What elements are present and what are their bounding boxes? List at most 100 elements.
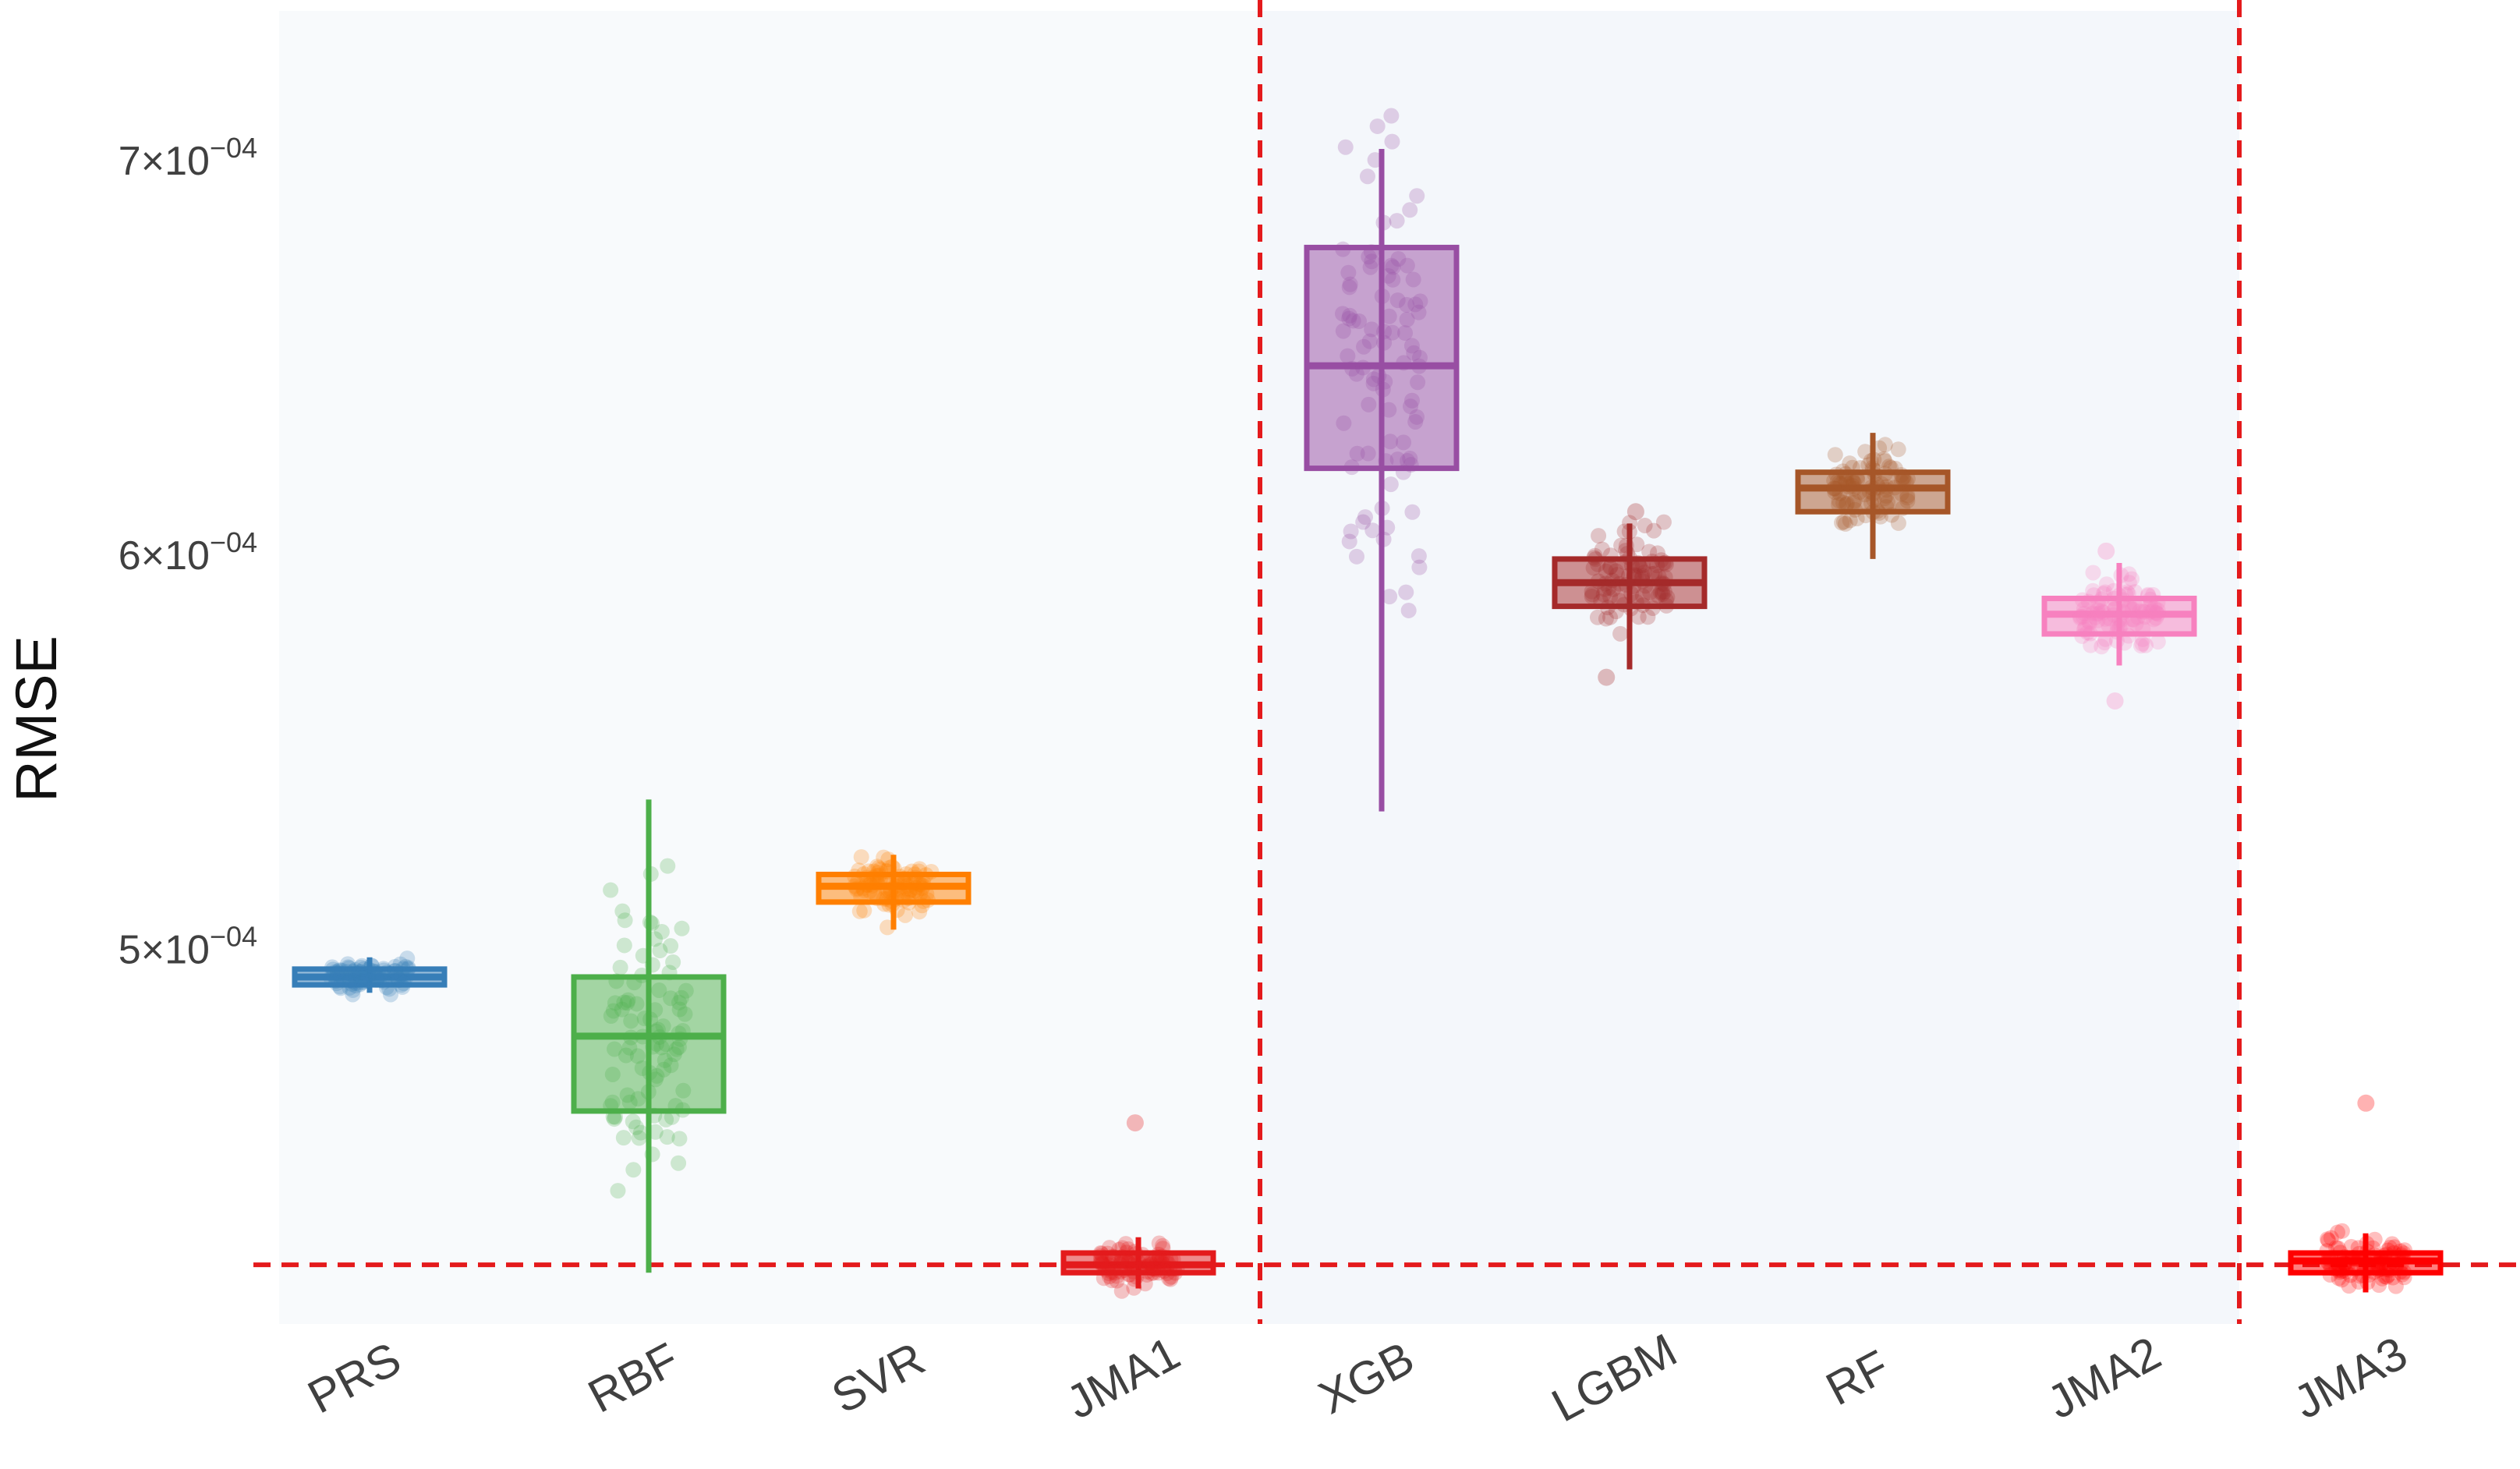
data-point-svr	[887, 878, 904, 894]
data-point-jma1	[1113, 1252, 1130, 1269]
data-point-jma3	[2322, 1258, 2338, 1274]
data-point-jma2	[2111, 619, 2128, 635]
data-point-xgb	[1359, 168, 1375, 185]
data-point-jma1	[1169, 1261, 1185, 1277]
data-point-jma2	[2150, 602, 2166, 618]
data-point-prs	[323, 971, 339, 987]
data-point-svr	[872, 871, 888, 887]
data-point-rf	[1851, 484, 1867, 501]
data-point-jma3	[2393, 1255, 2409, 1272]
data-point-xgb	[1364, 522, 1381, 539]
data-point-lgbm	[1613, 537, 1630, 554]
data-point-jma3	[2380, 1258, 2397, 1274]
data-point-jma1	[1131, 1259, 1147, 1276]
data-point-jma1	[1104, 1264, 1120, 1280]
data-point-rbf	[671, 1025, 687, 1042]
data-point-lgbm	[1587, 551, 1604, 568]
data-point-rf	[1871, 440, 1888, 456]
data-point-rbf	[652, 943, 668, 959]
outlier-point-jma1	[1126, 1114, 1144, 1132]
data-point-lgbm	[1654, 575, 1670, 591]
data-point-lgbm	[1616, 554, 1633, 571]
data-point-jma1	[1163, 1251, 1179, 1268]
data-point-jma2	[2101, 618, 2117, 634]
data-point-jma2	[2097, 631, 2114, 647]
data-point-prs	[395, 975, 412, 992]
data-point-prs	[325, 961, 342, 978]
x-tick-label-rbf: RBF	[580, 1333, 687, 1422]
data-point-svr	[898, 866, 915, 883]
data-point-prs	[350, 966, 366, 982]
data-point-lgbm	[1599, 600, 1616, 616]
data-point-xgb	[1402, 202, 1418, 218]
data-point-jma3	[2320, 1254, 2336, 1270]
data-point-prs	[381, 981, 398, 997]
data-point-svr	[904, 863, 920, 880]
data-point-lgbm	[1594, 541, 1610, 558]
data-point-jma3	[2393, 1247, 2409, 1263]
data-point-jma3	[2396, 1242, 2412, 1258]
data-point-prs	[350, 965, 366, 982]
data-point-lgbm	[1626, 578, 1642, 594]
data-point-svr	[884, 858, 901, 875]
data-point-rf	[1878, 482, 1895, 498]
outlier-point-lgbm	[1626, 503, 1644, 521]
y-tick-base: ×10	[141, 928, 210, 973]
data-point-jma2	[2126, 596, 2143, 613]
data-point-jma3	[2392, 1264, 2409, 1280]
data-point-xgb	[1389, 292, 1406, 309]
data-point-jma3	[2373, 1256, 2390, 1273]
data-point-xgb	[1399, 296, 1415, 313]
data-point-rbf	[604, 1066, 621, 1082]
data-point-rbf	[616, 937, 632, 954]
data-point-prs	[345, 968, 361, 984]
data-point-jma3	[2395, 1245, 2412, 1262]
data-point-lgbm	[1587, 547, 1603, 564]
data-point-xgb	[1367, 152, 1383, 168]
data-point-svr	[895, 871, 911, 887]
data-point-jma1	[1118, 1244, 1134, 1261]
data-point-xgb	[1399, 257, 1415, 274]
data-point-lgbm	[1628, 567, 1644, 583]
data-point-svr	[905, 876, 922, 892]
data-point-jma2	[2150, 634, 2166, 650]
data-point-xgb	[1385, 259, 1401, 275]
data-point-xgb	[1342, 307, 1358, 324]
data-point-rf	[1866, 451, 1882, 468]
data-point-prs	[366, 965, 382, 981]
data-point-jma1	[1156, 1258, 1172, 1275]
data-point-jma3	[2378, 1262, 2394, 1278]
data-point-prs	[327, 973, 344, 989]
data-point-rbf	[658, 1111, 674, 1127]
data-point-prs	[398, 968, 415, 985]
data-point-svr	[865, 869, 882, 886]
data-point-jma1	[1128, 1269, 1145, 1285]
data-point-jma3	[2351, 1251, 2367, 1267]
data-point-xgb	[1344, 360, 1361, 377]
data-point-rf	[1869, 476, 1885, 493]
data-point-jma1	[1131, 1255, 1147, 1271]
data-point-jma1	[1120, 1241, 1137, 1257]
data-point-lgbm	[1635, 597, 1651, 614]
data-point-rf	[1893, 467, 1909, 483]
data-point-jma1	[1155, 1237, 1171, 1254]
data-point-rbf	[659, 1129, 675, 1145]
data-point-svr	[855, 880, 871, 897]
data-point-jma3	[2380, 1267, 2397, 1283]
data-point-jma1	[1153, 1253, 1170, 1269]
data-point-prs	[371, 971, 388, 987]
data-point-xgb	[1402, 451, 1418, 467]
data-point-rf	[1899, 487, 1916, 504]
data-point-jma1	[1154, 1248, 1170, 1265]
data-point-rbf	[607, 995, 623, 1011]
data-point-jma3	[2324, 1260, 2340, 1276]
data-point-rf	[1846, 480, 1862, 497]
data-point-rf	[1871, 480, 1887, 496]
data-point-xgb	[1398, 584, 1414, 600]
data-point-jma3	[2386, 1255, 2402, 1271]
data-point-rbf	[603, 1007, 619, 1024]
data-point-svr	[898, 880, 915, 897]
data-point-jma3	[2320, 1231, 2335, 1248]
data-point-jma2	[2111, 611, 2128, 628]
data-point-rf	[1890, 515, 1906, 531]
